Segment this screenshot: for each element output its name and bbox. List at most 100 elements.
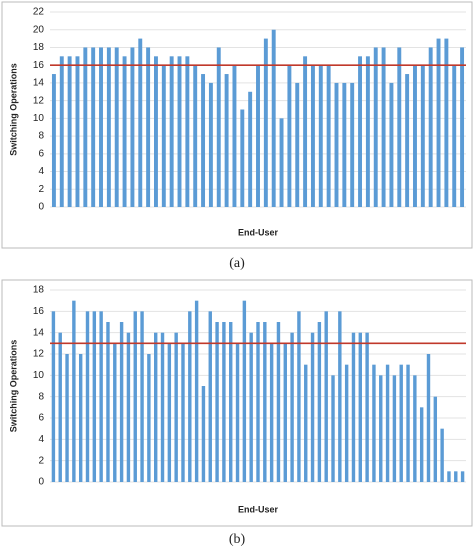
y-tick-label: 10 <box>33 113 45 124</box>
bar <box>194 300 199 482</box>
bar <box>99 311 103 482</box>
bar <box>85 311 90 482</box>
bar <box>406 364 410 482</box>
bar <box>106 322 110 482</box>
bar <box>297 311 301 482</box>
bar <box>201 386 206 482</box>
bar <box>167 343 172 482</box>
y-tick-label: 2 <box>38 455 44 466</box>
bar <box>177 56 182 208</box>
bar <box>350 82 355 207</box>
bar <box>59 56 64 208</box>
bar <box>92 311 97 482</box>
bar <box>419 407 424 482</box>
chart-frame <box>1 1 473 249</box>
bar <box>154 56 158 208</box>
bar <box>248 91 253 207</box>
bar <box>334 82 339 207</box>
bar <box>201 74 206 207</box>
bar <box>317 322 322 482</box>
bar <box>229 322 233 482</box>
y-tick-label: 6 <box>38 148 44 159</box>
bar <box>365 332 369 482</box>
bar <box>181 343 185 482</box>
y-tick-label: 14 <box>33 327 45 338</box>
bar <box>161 65 166 207</box>
bar <box>426 354 431 482</box>
y-tick-label: 8 <box>38 131 44 142</box>
bar <box>444 38 449 207</box>
bar <box>283 343 287 482</box>
x-axis-title: End-User <box>238 504 279 514</box>
bar <box>279 118 284 207</box>
y-axis-title: Switching Operations <box>8 63 18 156</box>
bar <box>460 471 465 482</box>
bar <box>216 47 221 207</box>
bar <box>240 109 245 207</box>
bar <box>271 29 276 208</box>
y-tick-label: 0 <box>38 477 44 488</box>
bar <box>146 47 151 207</box>
y-tick-label: 4 <box>38 434 44 445</box>
bar <box>99 47 103 207</box>
y-tick-label: 16 <box>33 60 45 71</box>
bar <box>326 65 331 207</box>
bar <box>222 322 226 482</box>
bar <box>224 74 229 207</box>
bar <box>276 322 281 482</box>
y-tick-label: 16 <box>33 306 45 317</box>
bar <box>232 65 237 207</box>
bar <box>269 343 274 482</box>
bar <box>114 47 119 207</box>
caption: (a) <box>229 256 245 271</box>
bar <box>331 375 335 482</box>
bar <box>91 47 96 207</box>
bar <box>67 56 72 208</box>
x-axis-title: End-User <box>238 227 279 237</box>
bar <box>147 354 151 482</box>
bar <box>215 322 219 482</box>
bar <box>358 332 362 482</box>
bar <box>440 428 444 482</box>
bar <box>249 332 253 482</box>
caption: (b) <box>229 532 246 547</box>
bar <box>185 56 190 208</box>
bar <box>235 343 240 482</box>
bar <box>372 364 376 482</box>
bar <box>436 38 441 207</box>
bar <box>106 47 111 207</box>
bar <box>290 332 294 482</box>
y-tick-label: 0 <box>38 202 44 213</box>
bar <box>405 74 410 207</box>
bar <box>397 47 402 207</box>
bar <box>433 396 438 482</box>
bar <box>256 65 260 207</box>
bar <box>138 38 143 207</box>
bar <box>140 311 144 482</box>
bar <box>133 311 137 482</box>
bar <box>373 47 378 207</box>
bar <box>452 65 457 207</box>
y-tick-label: 10 <box>33 370 45 381</box>
bar <box>51 74 56 207</box>
bar <box>344 364 349 482</box>
y-tick-label: 22 <box>33 7 45 18</box>
bar <box>188 311 192 482</box>
bar <box>113 343 117 482</box>
y-tick-label: 20 <box>33 24 45 35</box>
bar <box>78 354 83 482</box>
bar <box>169 56 174 208</box>
y-tick-label: 12 <box>33 349 45 360</box>
bar <box>122 56 127 208</box>
bar <box>413 375 417 482</box>
bar <box>256 322 260 482</box>
y-tick-label: 18 <box>33 285 45 296</box>
y-tick-label: 2 <box>38 184 44 195</box>
bar <box>75 56 80 208</box>
bar <box>324 311 328 482</box>
bar <box>83 47 88 207</box>
bar <box>304 364 308 482</box>
bar <box>310 65 315 207</box>
bar <box>65 354 69 482</box>
